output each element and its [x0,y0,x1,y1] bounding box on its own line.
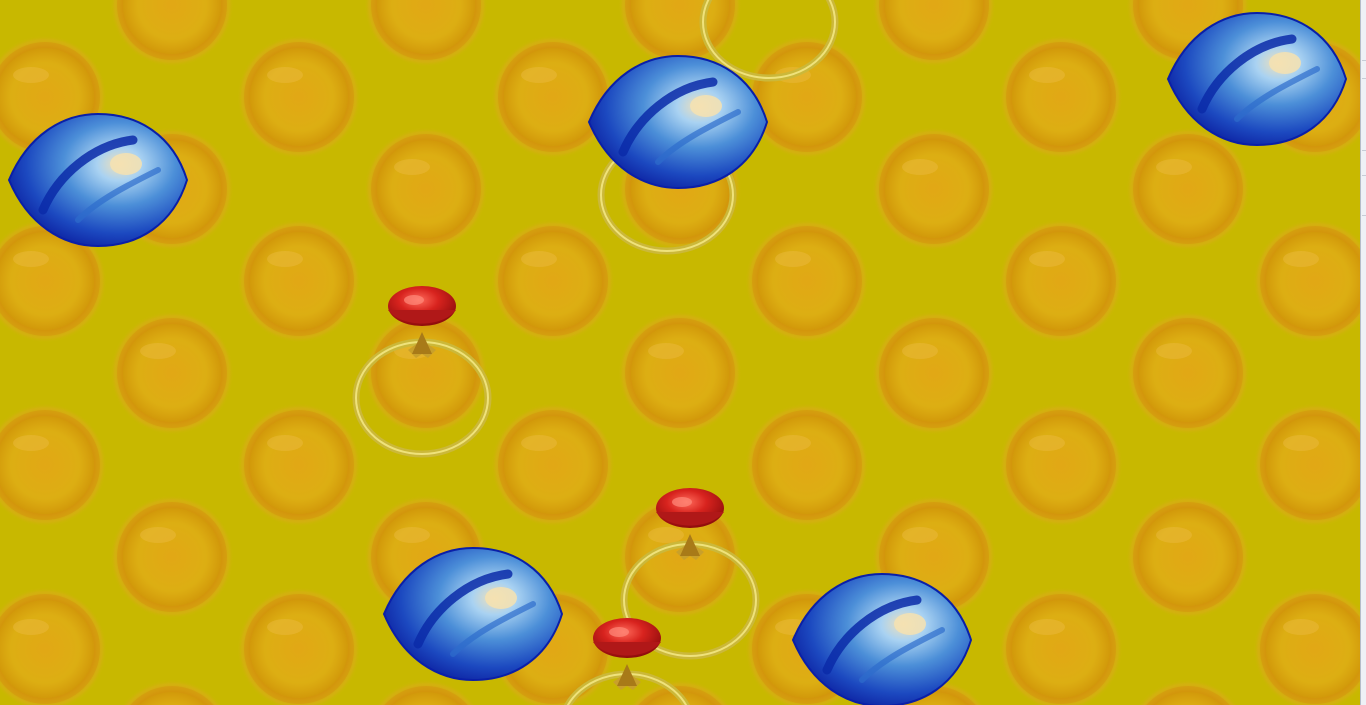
blue-gem-icon[interactable] [587,54,769,190]
ruby-ring-icon[interactable] [620,488,760,660]
window-edge [1360,0,1366,705]
blue-gem-icon[interactable] [382,546,564,682]
gold-ring-icon[interactable] [699,0,839,82]
blue-gem-icon[interactable] [7,112,189,248]
ruby-ring-icon[interactable] [561,618,693,705]
ruby-ring-icon[interactable] [352,286,492,458]
blue-gem-icon[interactable] [791,572,973,705]
blue-gem-icon[interactable] [1166,11,1348,147]
